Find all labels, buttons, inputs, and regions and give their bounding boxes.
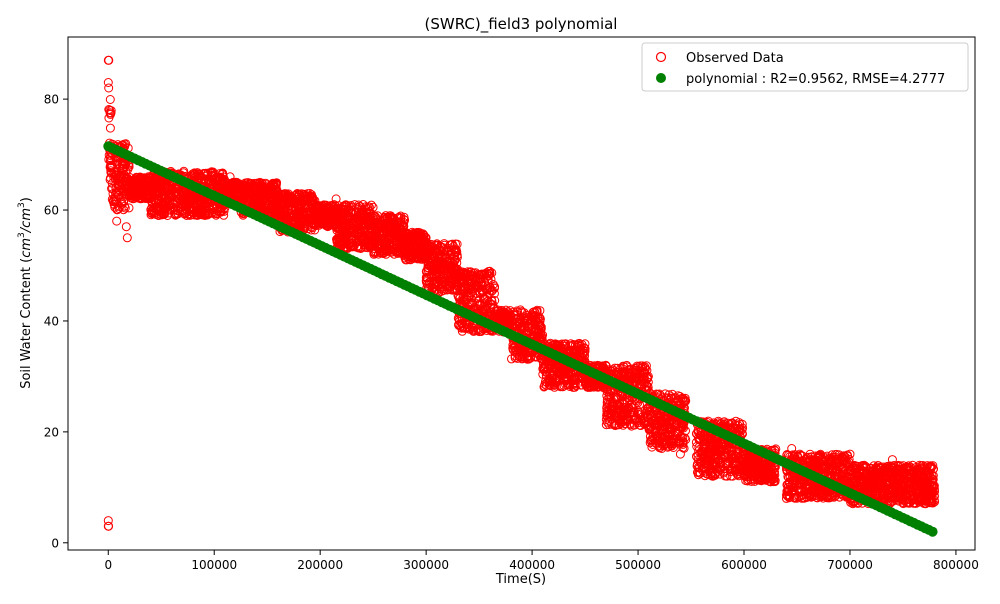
observed-point (139, 177, 149, 187)
plot-points (103, 55, 940, 537)
observed-point (153, 205, 163, 215)
observed-point (135, 193, 145, 203)
observed-point (120, 201, 129, 211)
observed-point (184, 209, 194, 219)
observed-point (207, 168, 217, 178)
observed-point (135, 188, 145, 198)
observed-point (147, 185, 156, 194)
observed-point (245, 178, 255, 188)
observed-point (244, 186, 254, 196)
observed-point (107, 160, 117, 170)
observed-point (194, 169, 204, 179)
observed-point (158, 199, 168, 209)
observed-point (148, 181, 158, 191)
observed-point (146, 205, 156, 215)
observed-point (125, 189, 135, 199)
observed-point (114, 201, 124, 211)
observed-point (237, 193, 247, 203)
observed-point (178, 200, 188, 210)
observed-point (219, 210, 229, 220)
observed-point (124, 162, 134, 172)
observed-point (127, 182, 137, 192)
observed-point (252, 179, 262, 189)
observed-point (151, 190, 161, 200)
observed-point (216, 207, 226, 217)
observed-point (147, 207, 157, 217)
observed-point (200, 174, 210, 184)
observed-point (257, 178, 267, 188)
observed-point (246, 197, 256, 207)
observed-point (191, 171, 201, 181)
observed-point (227, 181, 237, 191)
observed-point (179, 166, 189, 176)
observed-point (133, 178, 143, 188)
observed-point (259, 187, 269, 197)
observed-point (109, 199, 119, 209)
observed-point (158, 189, 168, 199)
observed-point (149, 202, 159, 212)
observed-point (147, 198, 157, 208)
observed-point (113, 190, 123, 200)
observed-point (198, 201, 208, 211)
observed-point (265, 184, 275, 194)
observed-point (248, 195, 258, 205)
observed-point (124, 203, 134, 213)
observed-point (167, 199, 177, 209)
observed-point (238, 187, 248, 196)
observed-point (127, 176, 137, 186)
observed-point (160, 206, 169, 216)
observed-point (105, 123, 115, 133)
observed-point (105, 95, 115, 104)
chart-title: (SWRC)_field3 polynomial (425, 15, 618, 34)
observed-point (130, 175, 140, 185)
observed-point (207, 208, 217, 218)
observed-point (105, 108, 115, 118)
observed-point (147, 172, 157, 182)
observed-point (173, 209, 183, 219)
observed-point (189, 203, 199, 213)
observed-point (181, 198, 191, 207)
observed-point (155, 176, 165, 185)
observed-point (174, 188, 183, 198)
observed-point (178, 206, 188, 216)
observed-point (188, 169, 198, 179)
observed-point (255, 193, 265, 203)
observed-point (171, 187, 181, 196)
